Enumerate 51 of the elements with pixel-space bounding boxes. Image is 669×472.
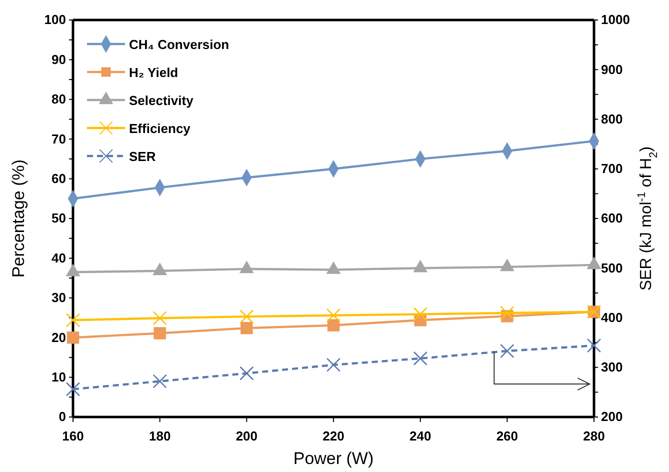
x-tick-label: 220 <box>322 428 344 444</box>
x-axis-title: Power (W) <box>293 449 374 468</box>
point <box>66 313 80 328</box>
y2-tick-label: 600 <box>601 210 623 226</box>
y-tick-label: 70 <box>52 131 66 146</box>
y2-tick-label: 300 <box>601 360 623 375</box>
y2-tick-label: 400 <box>601 310 623 325</box>
point <box>586 338 602 353</box>
x-tick-label: 160 <box>62 428 84 444</box>
x-tick-label: 280 <box>583 428 605 444</box>
y-tick-label: 60 <box>52 170 66 186</box>
y2-tick-label: 1000 <box>601 12 630 28</box>
y-tick-label: 100 <box>44 12 66 28</box>
point <box>240 309 254 324</box>
point <box>500 306 514 320</box>
legend-label: SER <box>129 149 156 164</box>
legend-label: Selectivity <box>129 93 194 108</box>
point <box>413 351 428 366</box>
y2-tick-label: 700 <box>601 161 623 176</box>
point <box>66 331 80 344</box>
x-tick-label: 200 <box>236 428 258 444</box>
point <box>240 322 253 334</box>
y2-tick-label: 200 <box>601 409 623 424</box>
y-tick-label: 0 <box>58 409 66 424</box>
point <box>152 311 167 326</box>
point <box>152 374 167 388</box>
point <box>326 358 341 372</box>
y2-tick-label: 900 <box>601 62 623 77</box>
y-tick-label: 90 <box>52 52 66 67</box>
point <box>413 307 428 322</box>
y2-tick-label: 800 <box>601 111 623 126</box>
point <box>500 344 514 358</box>
point <box>66 382 80 396</box>
point <box>326 308 341 322</box>
x-tick-label: 240 <box>409 428 432 444</box>
legend-label: CH₄ Conversion <box>129 37 230 52</box>
y2-tick-label: 500 <box>601 260 623 276</box>
y-tick-label: 80 <box>52 92 66 107</box>
legend-label: H₂ Yield <box>129 65 178 80</box>
y-axis-title: Percentage (%) <box>9 159 28 278</box>
point <box>240 366 254 380</box>
y-tick-label: 50 <box>52 210 66 226</box>
x-tick-label: 180 <box>148 428 171 444</box>
y-tick-label: 40 <box>52 250 66 266</box>
point <box>154 327 166 340</box>
x-tick-label: 260 <box>496 428 518 444</box>
point <box>327 319 340 332</box>
y-tick-label: 30 <box>52 290 66 306</box>
y-tick-label: 20 <box>52 330 66 345</box>
legend-label: Efficiency <box>129 121 192 136</box>
y-tick-label: 10 <box>52 369 66 384</box>
